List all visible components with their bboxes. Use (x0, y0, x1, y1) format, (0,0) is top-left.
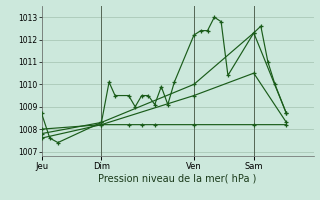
X-axis label: Pression niveau de la mer( hPa ): Pression niveau de la mer( hPa ) (99, 173, 257, 183)
